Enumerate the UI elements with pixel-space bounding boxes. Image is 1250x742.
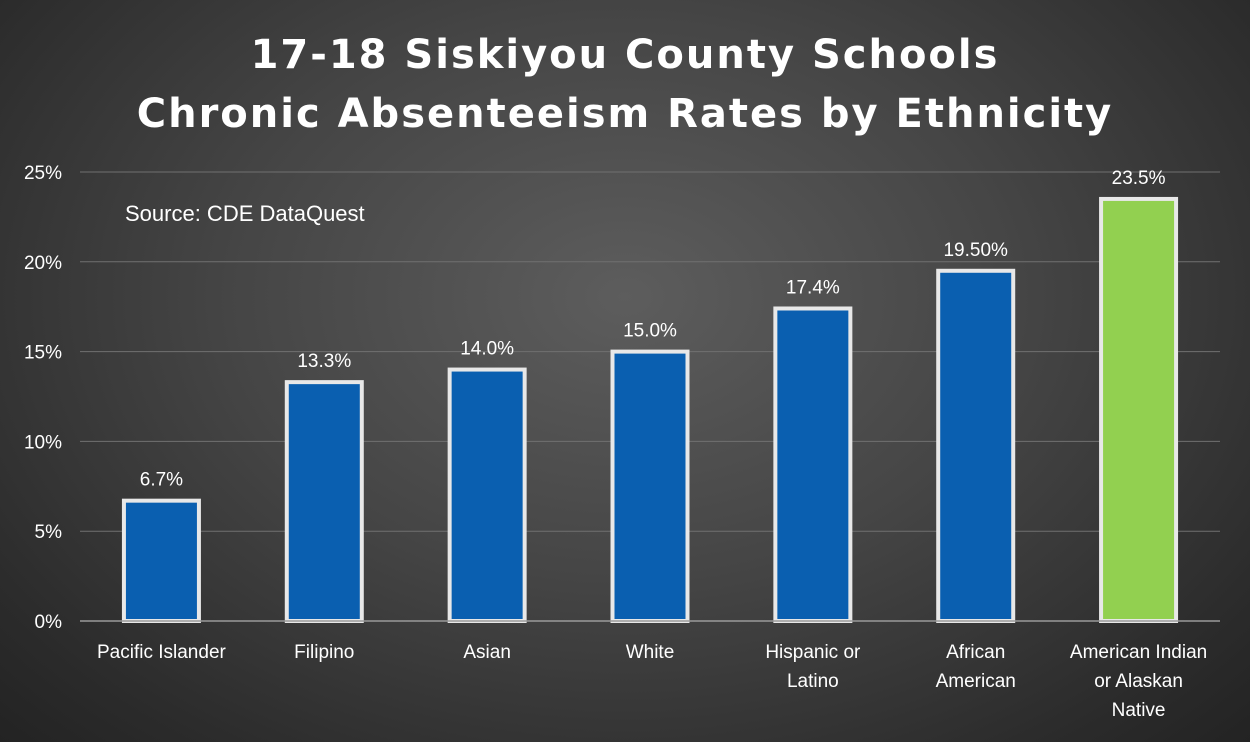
x-tick-label: American Indian or Alaskan Native — [1069, 642, 1208, 721]
chart-title-line-2: Chronic Absenteeism Rates by Ethnicity — [136, 91, 1114, 137]
y-tick-label: 20% — [24, 253, 62, 274]
chart-title-line-1: 17-18 Siskiyou County Schools — [250, 32, 1000, 78]
x-tick-label: Filipino — [294, 642, 355, 663]
data-label: 17.4% — [786, 277, 840, 298]
bar — [610, 349, 690, 623]
bar — [773, 306, 853, 623]
y-tick-label: 15% — [24, 343, 62, 364]
bar — [1099, 196, 1179, 623]
bar — [936, 268, 1016, 623]
y-tick-label: 0% — [35, 612, 63, 633]
y-tick-label: 25% — [24, 163, 62, 184]
x-tick-label: Asian — [463, 642, 511, 663]
y-tick-label: 5% — [35, 522, 63, 543]
data-label: 14.0% — [460, 339, 514, 360]
data-label: 23.5% — [1112, 168, 1166, 189]
bar — [121, 498, 201, 623]
data-label: 13.3% — [297, 351, 351, 372]
data-label: 19.50% — [943, 240, 1008, 261]
x-tick-label: African American — [935, 642, 1016, 692]
y-tick-label: 10% — [24, 432, 62, 453]
data-label: 15.0% — [623, 321, 677, 342]
bar — [284, 380, 364, 623]
bar — [447, 367, 527, 623]
data-label: 6.7% — [140, 470, 183, 491]
x-tick-label: Pacific Islander — [97, 642, 226, 663]
x-tick-label: Hispanic or Latino — [765, 642, 861, 692]
source-annotation: Source: CDE DataQuest — [125, 201, 365, 226]
x-tick-label: White — [625, 642, 675, 663]
